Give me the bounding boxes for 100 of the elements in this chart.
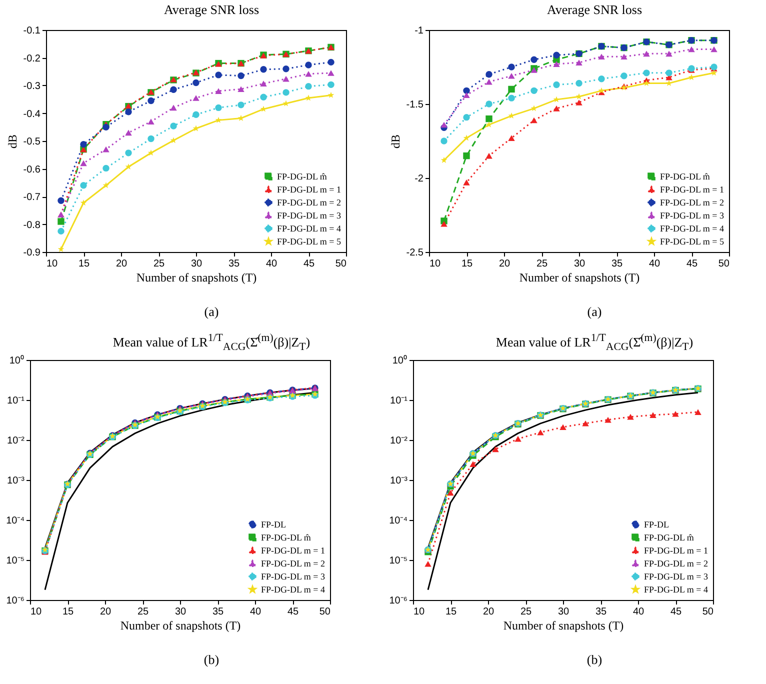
legend-label: FP-DG-DL m̂	[644, 532, 694, 542]
x-tick-label: 40	[250, 606, 262, 618]
x-tick-label: 45	[303, 258, 315, 270]
chart-title: Mean value of LR$^{1/T}$$_{ACG}$(Σ̂$^{(m)}$(β)|Z$_{T}$)	[494, 331, 694, 353]
y-tick-label: -0.2	[23, 53, 41, 64]
y-tick-label: 10⁻⁴	[389, 516, 408, 526]
legend-label: FP-DG-DL m = 2	[261, 558, 325, 568]
y-tick-label: 10⁻¹	[390, 396, 408, 406]
y-axis-title: dB	[388, 134, 402, 149]
y-tick-label: -0.8	[23, 220, 41, 231]
y-tick-label: -0.9	[23, 248, 41, 258]
legend-label: FP-DG-DL m = 1	[660, 184, 724, 194]
legend-label: FP-DG-DL m = 4	[644, 584, 708, 594]
y-tick-label: -0.5	[23, 136, 41, 148]
y-tick-label: 10⁻⁵	[6, 556, 24, 566]
x-tick-label: 25	[536, 258, 548, 270]
y-tick-label: 10⁻³	[7, 476, 26, 486]
chart-title: Average SNR loss	[546, 1, 644, 19]
x-tick-label: 50	[718, 258, 730, 270]
x-tick-label: 15	[62, 606, 74, 618]
y-tick-label: -1	[414, 26, 424, 36]
x-tick-label: 20	[482, 606, 494, 618]
legend-label: FP-DG-DL m̂	[277, 172, 327, 182]
x-tick-label: 10	[414, 606, 426, 618]
x-tick-label: 40	[648, 258, 660, 270]
x-tick-label: 30	[190, 258, 202, 270]
legend-label: FP-DG-DL m = 3	[644, 572, 708, 582]
x-tick-label: 35	[611, 258, 623, 270]
x-tick-label: 30	[574, 258, 586, 270]
legend-label: FP-DG-DL m = 3	[277, 210, 342, 220]
legend-label: FP-DG-DL m = 2	[660, 198, 724, 208]
legend-label: FP-DL	[261, 520, 286, 530]
y-tick-label: -0.4	[23, 108, 41, 120]
text: (a)	[203, 304, 220, 320]
legend-label: FP-DG-DL m = 2	[277, 198, 341, 208]
x-axis-title: Number of snapshots (T)	[519, 270, 640, 284]
legend-label: FP-DG-DL m = 4	[277, 224, 342, 234]
x-tick-label: 15	[445, 606, 457, 618]
legend-label: FP-DG-DL m = 1	[644, 546, 708, 556]
x-tick-label: 40	[632, 606, 644, 618]
x-tick-label: 50	[319, 606, 331, 618]
y-tick-label: -0.3	[23, 81, 41, 92]
y-tick-label: -0.7	[23, 192, 41, 203]
legend-label: FP-DG-DL m = 5	[660, 236, 724, 246]
y-tick-label: 10⁻³	[390, 476, 408, 486]
y-tick-label: -2.5	[406, 248, 424, 258]
x-tick-label: 20	[100, 606, 112, 618]
x-tick-label: 45	[670, 606, 682, 618]
legend-label: FP-DG-DL m̂	[660, 172, 710, 182]
text: (b)	[202, 652, 220, 668]
chart-title: Mean value of LR$^{1/T}$$_{ACG}$(Σ̂$^{(m)}$(β)|Z$_{T}$)	[112, 331, 312, 353]
y-axis-title: dB	[5, 134, 20, 149]
legend-label: FP-DG-DL m = 1	[261, 546, 325, 556]
x-tick-label: 45	[287, 606, 299, 618]
y-tick-label: 10⁻²	[390, 436, 408, 446]
x-tick-label: 15	[78, 258, 90, 270]
y-tick-label: 10⁻¹	[7, 396, 26, 406]
x-tick-label: 35	[228, 258, 240, 270]
x-tick-label: 25	[520, 606, 532, 618]
x-tick-label: 10	[46, 258, 58, 270]
x-tick-label: 30	[174, 606, 186, 618]
y-tick-label: -1.5	[406, 100, 424, 110]
x-tick-label: 35	[212, 606, 224, 618]
text: (b)	[586, 652, 604, 668]
legend-label: FP-DG-DL m = 5	[277, 236, 342, 246]
x-tick-label: 20	[116, 258, 128, 270]
legend-label: FP-DG-DL m = 1	[277, 184, 341, 194]
y-tick-label: -0.1	[23, 26, 41, 36]
x-tick-label: 15	[461, 258, 473, 270]
legend-label: FP-DG-DL m = 3	[261, 572, 326, 582]
y-tick-label: 10⁻⁴	[6, 516, 24, 526]
x-tick-label: 10	[430, 258, 442, 270]
legend-label: FP-DG-DL m = 4	[261, 584, 326, 594]
y-tick-label: -0.6	[23, 164, 41, 176]
legend-label: FP-DG-DL m = 4	[660, 224, 724, 234]
x-tick-label: 50	[702, 606, 714, 618]
legend-label: FP-DG-DL m = 2	[644, 558, 708, 568]
x-tick-label: 25	[153, 258, 165, 270]
x-tick-label: 10	[30, 606, 42, 618]
y-tick-label: 10⁻⁵	[389, 556, 408, 566]
y-tick-label: 10⁻⁶	[6, 596, 24, 606]
x-axis-title: Number of snapshots (T)	[120, 618, 241, 632]
x-tick-label: 50	[335, 258, 347, 270]
x-tick-label: 45	[686, 258, 698, 270]
x-tick-label: 25	[137, 606, 149, 618]
legend-label: FP-DL	[644, 520, 670, 530]
x-tick-label: 30	[558, 606, 570, 618]
y-tick-label: 10⁰	[392, 354, 408, 366]
y-tick-label: -2	[414, 174, 424, 184]
x-tick-label: 40	[266, 258, 278, 270]
text: (a)	[586, 304, 603, 320]
x-tick-label: 35	[595, 606, 607, 618]
y-tick-label: 10⁻²	[7, 436, 26, 446]
legend-label: FP-DG-DL m = 3	[660, 210, 724, 220]
y-tick-label: 10⁻⁶	[389, 596, 408, 606]
legend-label: FP-DG-DL m̂	[261, 532, 311, 542]
x-axis-title: Number of snapshots (T)	[136, 270, 257, 284]
x-axis-title: Number of snapshots (T)	[503, 618, 624, 632]
chart-title: Average SNR loss	[162, 1, 260, 19]
y-tick-label: 10⁰	[9, 354, 24, 366]
